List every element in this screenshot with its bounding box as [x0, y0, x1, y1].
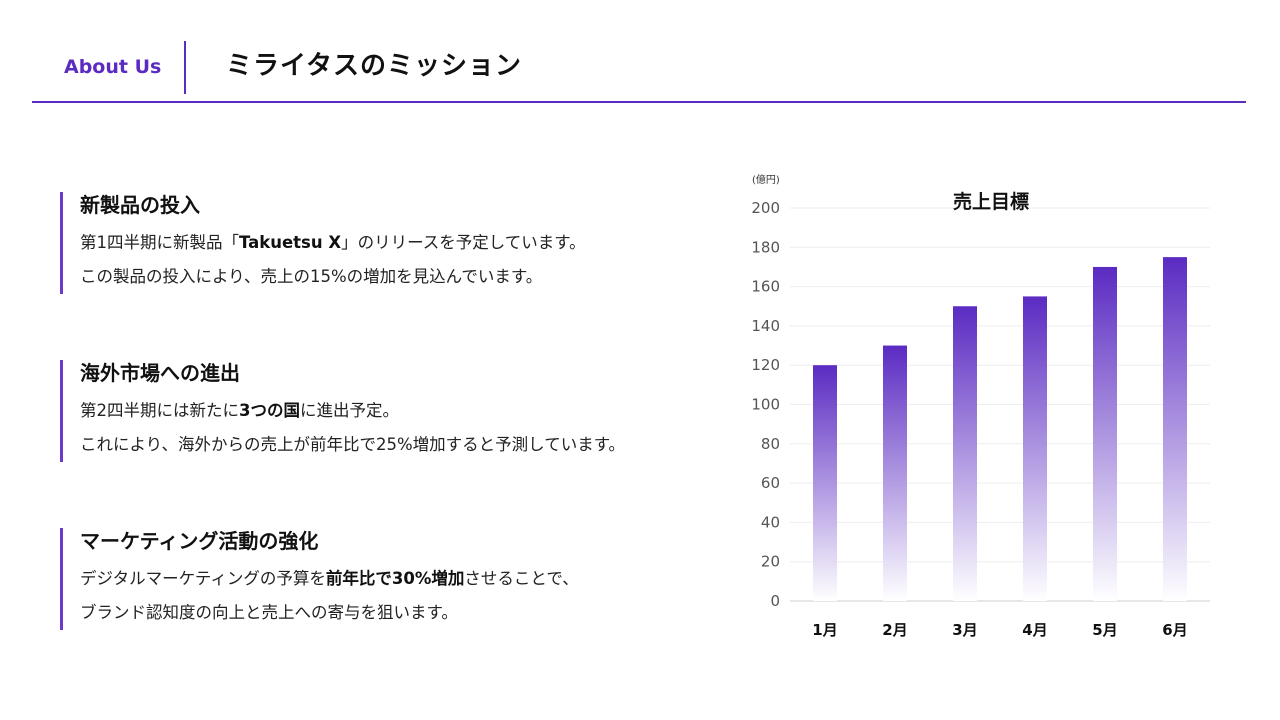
- bar-6: [1163, 257, 1187, 601]
- body-text: これにより、海外からの売上が前年比で25%増加すると予測しています。: [80, 435, 626, 454]
- section-body: 第1四半期に新製品「Takuetsu X」のリリースを予定しています。 この製品…: [80, 226, 720, 294]
- x-category-label: 5月: [1092, 621, 1117, 639]
- emphasis-text: 前年比で30%増加: [325, 569, 465, 588]
- body-text: この製品の投入により、売上の15%の増加を見込んでいます。: [80, 267, 543, 286]
- section-line: 第2四半期には新たに3つの国に進出予定。: [80, 394, 720, 428]
- body-text: 第2四半期には新たに: [80, 401, 239, 420]
- y-tick-label: 80: [761, 435, 780, 453]
- bar-2: [883, 345, 907, 601]
- x-axis-labels: 1月 2月 3月 4月 5月 6月: [812, 621, 1187, 639]
- y-tick-label: 20: [761, 553, 780, 571]
- x-category-label: 2月: [882, 621, 907, 639]
- body-text: に進出予定。: [299, 401, 399, 420]
- section-title: 海外市場への進出: [80, 361, 240, 385]
- header-divider: [184, 41, 186, 94]
- y-tick-label: 140: [751, 317, 780, 335]
- y-tick-label: 200: [751, 199, 780, 217]
- y-tick-label: 100: [751, 396, 780, 414]
- header-label: About Us: [64, 56, 162, 78]
- y-tick-label: 160: [751, 278, 780, 296]
- y-tick-label: 180: [751, 238, 780, 256]
- section-marketing: マーケティング活動の強化 デジタルマーケティングの予算を前年比で30%増加させる…: [60, 528, 720, 630]
- body-text: させることで、: [464, 569, 579, 588]
- section-body: デジタルマーケティングの予算を前年比で30%増加させることで、 ブランド認知度の…: [80, 562, 720, 630]
- x-category-label: 3月: [952, 621, 977, 639]
- header-rule: [32, 101, 1246, 103]
- section-overseas-expansion: 海外市場への進出 第2四半期には新たに3つの国に進出予定。 これにより、海外から…: [60, 360, 720, 462]
- section-title: マーケティング活動の強化: [80, 529, 319, 553]
- sales-target-chart: 0 20 40 60 80 100 120 140 160 180 200 1月 2月 3月 4月 5月 6月…: [751, 173, 1210, 639]
- emphasis-text: 3つの国: [239, 401, 300, 420]
- y-tick-label: 60: [761, 474, 780, 492]
- body-text: デジタルマーケティングの予算を: [80, 569, 326, 588]
- section-line: デジタルマーケティングの予算を前年比で30%増加させることで、: [80, 562, 720, 596]
- x-category-label: 4月: [1022, 621, 1047, 639]
- body-text: 第1四半期に新製品「: [80, 233, 239, 252]
- section-line: ブランド認知度の向上と売上への寄与を狙います。: [80, 596, 720, 630]
- y-tick-label: 120: [751, 356, 780, 374]
- grid-lines: [790, 207, 1210, 602]
- section-new-product: 新製品の投入 第1四半期に新製品「Takuetsu X」のリリースを予定していま…: [60, 192, 720, 294]
- section-line: これにより、海外からの売上が前年比で25%増加すると予測しています。: [80, 428, 720, 462]
- section-line: 第1四半期に新製品「Takuetsu X」のリリースを予定しています。: [80, 226, 720, 260]
- x-category-label: 1月: [812, 621, 837, 639]
- page-title: ミライタスのミッション: [226, 51, 522, 81]
- body-text: ブランド認知度の向上と売上への寄与を狙います。: [80, 603, 458, 622]
- section-body: 第2四半期には新たに3つの国に進出予定。 これにより、海外からの売上が前年比で2…: [80, 394, 720, 462]
- y-tick-label: 0: [770, 592, 780, 610]
- bar-5: [1093, 266, 1117, 601]
- x-category-label: 6月: [1162, 621, 1187, 639]
- y-tick-label: 40: [761, 513, 780, 531]
- body-text: 」のリリースを予定しています。: [341, 233, 586, 252]
- chart-unit-label: (億円): [752, 173, 780, 186]
- section-title: 新製品の投入: [80, 193, 200, 217]
- chart-title: 売上目標: [953, 190, 1029, 213]
- bars: [813, 257, 1187, 601]
- bar-3: [953, 306, 977, 601]
- bar-1: [813, 365, 837, 601]
- bar-4: [1023, 296, 1047, 601]
- emphasis-text: Takuetsu X: [239, 233, 342, 252]
- section-line: この製品の投入により、売上の15%の増加を見込んでいます。: [80, 260, 720, 294]
- y-axis-ticks: 0 20 40 60 80 100 120 140 160 180 200: [751, 199, 780, 610]
